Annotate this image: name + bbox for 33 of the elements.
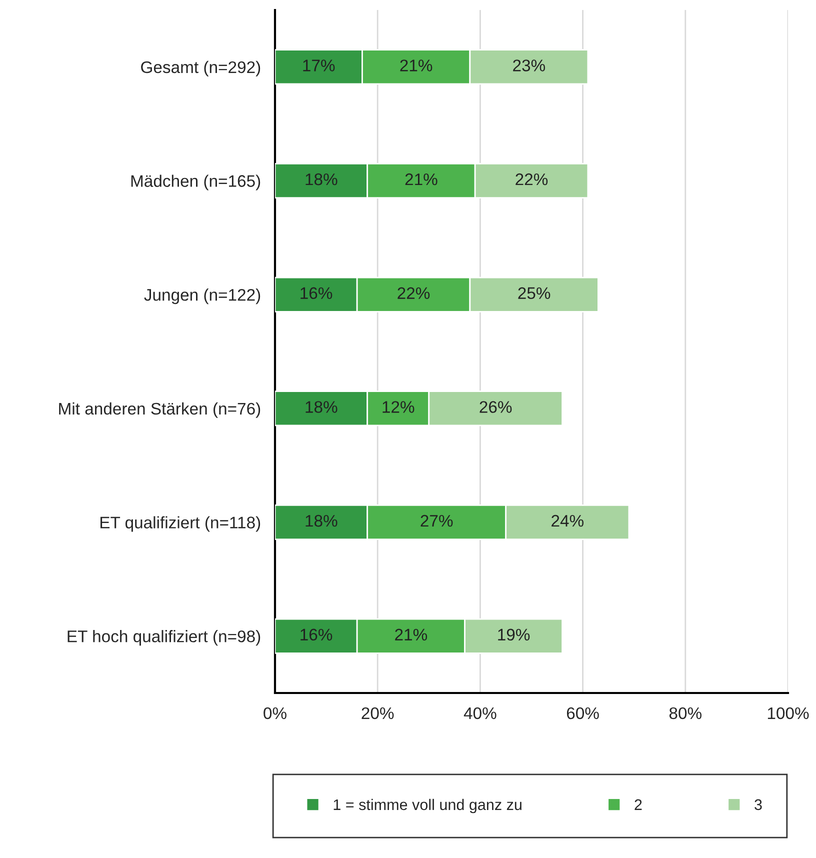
- data-label: 21%: [400, 60, 432, 72]
- x-tick-label: 80%: [669, 707, 702, 720]
- data-label: 26%: [480, 401, 512, 413]
- data-label: 25%: [518, 287, 550, 300]
- legend-label: 3: [754, 799, 762, 810]
- data-label: 16%: [300, 287, 332, 300]
- data-label: 21%: [405, 173, 438, 186]
- data-label: 18%: [306, 514, 338, 527]
- data-label: 27%: [420, 514, 453, 527]
- data-label: 21%: [395, 628, 428, 640]
- data-label: 22%: [516, 173, 548, 186]
- y-tick-label: Mädchen (n=165): [131, 174, 260, 190]
- data-label: 18%: [306, 173, 338, 186]
- x-tick-label: 0%: [264, 707, 286, 720]
- data-label: 16%: [300, 628, 332, 641]
- data-label: 19%: [498, 628, 530, 641]
- data-label: 24%: [552, 514, 584, 527]
- y-tick-label: ET hoch qualifiziert (n=98): [68, 630, 260, 646]
- data-label: 22%: [398, 287, 430, 299]
- legend-label: 2: [634, 799, 642, 810]
- legend-label: 1 = stimme voll und ganz zu: [334, 798, 522, 814]
- data-label: 23%: [513, 60, 546, 72]
- data-label: 17%: [303, 60, 335, 72]
- y-tick-label: Jungen (n=122): [144, 288, 260, 304]
- data-label: 18%: [306, 401, 338, 413]
- x-tick-label: 40%: [464, 707, 496, 720]
- y-tick-label: ET qualifiziert (n=118): [100, 516, 260, 532]
- y-tick-label: Mit anderen Stärken (n=76): [59, 402, 260, 418]
- x-tick-label: 20%: [362, 707, 394, 720]
- y-tick-label: Gesamt (n=292): [141, 60, 260, 76]
- x-tick-label: 100%: [768, 707, 809, 720]
- x-tick-label: 60%: [566, 707, 599, 720]
- data-label: 12%: [382, 401, 414, 413]
